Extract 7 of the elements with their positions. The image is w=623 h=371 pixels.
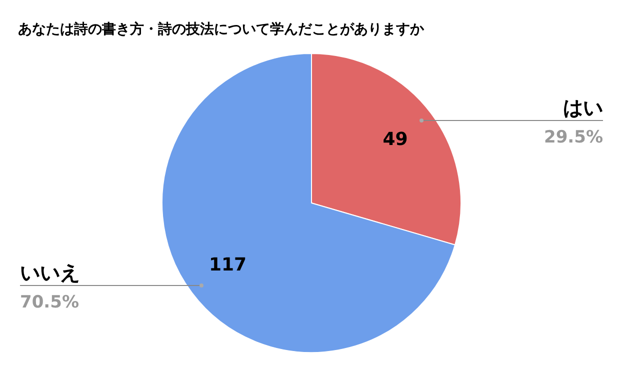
text: 29.5% [544, 127, 603, 148]
data-label: 49 [382, 128, 408, 150]
slice-label: いいえ [20, 260, 80, 285]
text: 70.5% [20, 292, 79, 313]
data-label: 117 [208, 254, 247, 276]
chart-title: あなたは詩の書き方・詩の技法について学んだことがありますか [18, 20, 425, 38]
slice-label: はい [563, 95, 603, 120]
